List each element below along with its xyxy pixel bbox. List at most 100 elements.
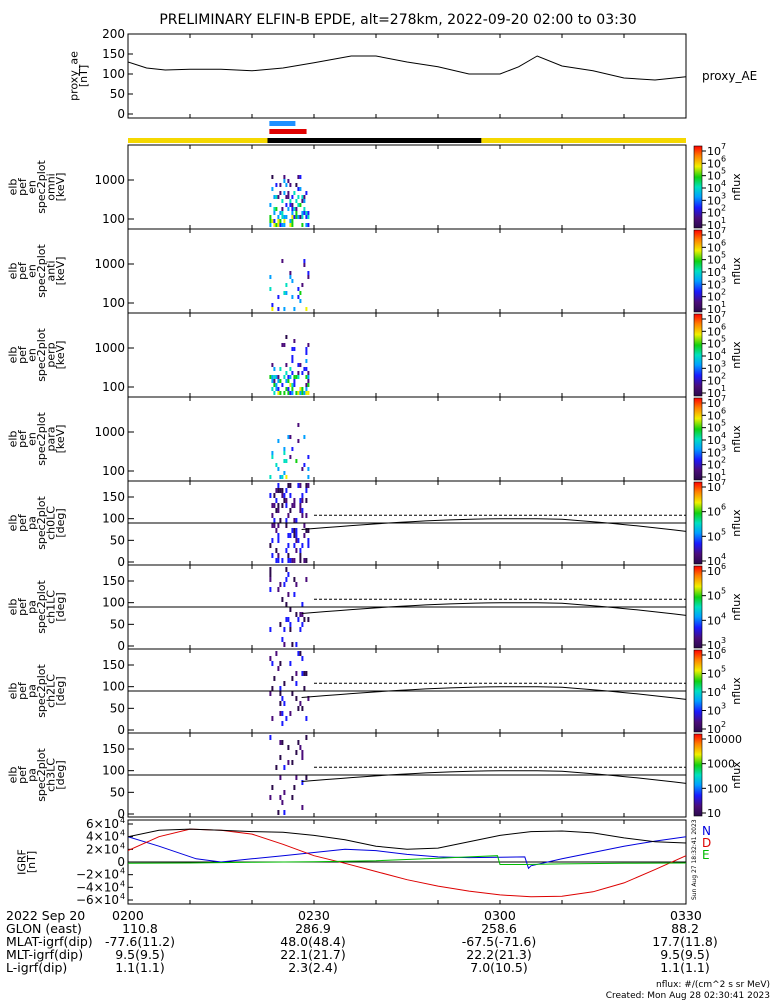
spec-pixel xyxy=(277,439,280,443)
spec-pixel xyxy=(271,513,274,518)
spec-pixel xyxy=(303,523,306,528)
spec-ylabel-pa-ch0-line: spec2plot xyxy=(35,496,48,550)
colorbar-tick-label: 10 xyxy=(707,705,721,718)
spec-pixel xyxy=(289,199,292,203)
spec-pixel xyxy=(271,387,274,391)
spec-pixel xyxy=(305,215,308,219)
spec-pixel xyxy=(283,790,286,795)
spec-pixel xyxy=(277,195,280,199)
footer-cell: 1.1(1.1) xyxy=(115,960,165,975)
spec-pixel xyxy=(271,303,274,307)
spec-pixel xyxy=(303,263,306,267)
spec-pixel xyxy=(285,518,288,523)
spec-pixel xyxy=(275,548,278,553)
footer-cell: 2.3(2.4) xyxy=(288,960,338,975)
spec-pixel xyxy=(269,627,272,632)
colorbar-tick-label: 10000 xyxy=(707,733,742,746)
figure-title: PRELIMINARY ELFIN-B EPDE, alt=278km, 202… xyxy=(159,12,636,28)
spec-pixel xyxy=(283,191,286,195)
spec-pixel xyxy=(297,375,300,379)
colorbar-label-group: nflux xyxy=(730,257,743,285)
spec-pixel xyxy=(295,375,298,379)
y-tick-label: −2×10 xyxy=(76,868,119,882)
spec-pixel xyxy=(277,587,280,592)
spec-pixel xyxy=(293,191,296,195)
spec-pixel xyxy=(279,518,282,523)
spec-pixel xyxy=(301,622,304,627)
spec-pixel xyxy=(283,375,286,379)
spec-pixel xyxy=(283,175,286,179)
spec-ylabel-pa-ch2-line: [deg] xyxy=(54,676,67,705)
spec-pixel xyxy=(305,488,308,493)
spec-pixel xyxy=(299,203,302,207)
spec-pixel xyxy=(293,307,296,311)
spec-pixel xyxy=(285,475,288,479)
colorbar-label: nflux xyxy=(730,761,743,789)
spec-pixel xyxy=(287,533,290,538)
spec-ylabel-spec-perp-line: spec2plot xyxy=(35,328,48,382)
spec-pixel xyxy=(275,558,278,563)
spec-pixel xyxy=(291,760,294,765)
spec-pixel xyxy=(291,355,294,359)
spec-pixel xyxy=(283,681,286,686)
spec-ylabel-pa-ch1-line: pef xyxy=(16,597,29,616)
spec-pixel xyxy=(295,775,298,780)
spec-pixel xyxy=(299,391,302,395)
colorbar-tick-exp: 7 xyxy=(721,394,726,403)
igrf-line-total xyxy=(128,828,686,850)
spec-pixel xyxy=(273,503,276,508)
spec-pixel xyxy=(271,716,274,721)
y-tick-label: 150 xyxy=(102,742,125,756)
spec-pixel xyxy=(305,383,308,387)
spec-pixel xyxy=(291,219,294,223)
spec-pixel xyxy=(273,523,276,528)
spec-ylabel-spec-omni-line: spec2plot xyxy=(35,160,48,214)
colorbar-tick-label: 1000 xyxy=(707,758,735,771)
colorbar-tick-exp: 1 xyxy=(721,468,726,477)
spec-pixel xyxy=(279,711,282,716)
spec-pixel xyxy=(291,279,294,283)
status-bars xyxy=(128,121,686,143)
y-tick-label: 1000 xyxy=(94,173,125,187)
colorbar-tick-exp: 6 xyxy=(721,503,726,512)
y-tick-label: 150 xyxy=(102,47,125,61)
colorbar-tick-label: 10 xyxy=(707,254,721,267)
spec-pixel xyxy=(301,750,304,755)
igrf-line-E xyxy=(128,855,686,865)
spec-pixel xyxy=(285,577,288,582)
spec-pixel xyxy=(301,387,304,391)
spec-pixel xyxy=(277,379,280,383)
spec-pixel xyxy=(291,359,294,363)
loss-cone-line xyxy=(301,602,687,616)
y-tick-exp: 4 xyxy=(120,829,125,838)
spec-pixel xyxy=(279,211,282,215)
spec-pixel xyxy=(277,295,280,299)
colorbar-tick-label: 10 xyxy=(707,686,721,699)
spec-pixel xyxy=(293,383,296,387)
spec-ylabel-spec-anti-line: [keV] xyxy=(54,257,67,286)
spec-pixel xyxy=(287,379,290,383)
colorbar-label: nflux xyxy=(730,257,743,285)
spec-pixel xyxy=(297,391,300,395)
spec-pixel xyxy=(269,475,272,479)
colorbar-tick-exp: 3 xyxy=(721,702,726,711)
spec-ylabel-spec-para-line: spec2plot xyxy=(35,412,48,466)
spec-pixel xyxy=(307,483,310,488)
spec-pixel xyxy=(291,642,294,647)
status-bar-yellow-2 xyxy=(481,138,686,143)
spec-pixel xyxy=(279,183,282,187)
spec-pixel xyxy=(305,307,308,311)
spec-pixel xyxy=(283,498,286,503)
spec-pixel xyxy=(291,203,294,207)
spec-pixel xyxy=(299,498,302,503)
y-tick-label: 0 xyxy=(117,639,125,653)
spec-ylabel-pa-ch1-line: pa xyxy=(25,600,38,614)
spec-pixel xyxy=(283,627,286,632)
spec-pixel xyxy=(275,383,278,387)
spec-pixel xyxy=(305,223,308,227)
spec-pixel xyxy=(293,347,296,351)
spec-pixel xyxy=(307,528,310,533)
spec-pixel xyxy=(299,701,302,706)
